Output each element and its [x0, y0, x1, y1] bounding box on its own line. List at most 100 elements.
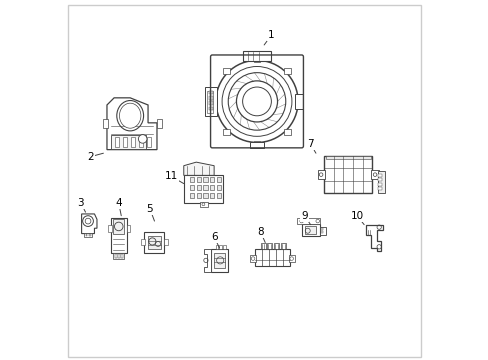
Text: 5: 5 [146, 203, 154, 221]
Bar [196, 193, 201, 198]
Bar [113, 252, 124, 258]
Bar [139, 137, 143, 147]
Bar [260, 243, 265, 249]
Bar [274, 243, 279, 249]
Bar [88, 234, 90, 237]
Bar [210, 249, 228, 272]
Polygon shape [183, 162, 214, 175]
Text: 9: 9 [301, 211, 310, 225]
Bar [126, 225, 130, 232]
Bar [141, 239, 145, 246]
Bar [148, 236, 161, 249]
Bar [223, 68, 229, 74]
Bar [110, 135, 146, 149]
Polygon shape [81, 214, 97, 234]
Bar [115, 137, 119, 147]
Bar [217, 193, 221, 198]
Bar [320, 231, 322, 233]
Bar [164, 239, 168, 246]
Bar [288, 255, 294, 262]
Bar [144, 232, 164, 253]
Bar [294, 94, 303, 109]
Bar [189, 185, 194, 190]
Bar [131, 137, 135, 147]
Bar [189, 193, 194, 198]
Text: 11: 11 [164, 171, 183, 184]
Bar [217, 177, 221, 182]
Bar [216, 246, 218, 249]
Bar [209, 96, 213, 100]
Bar [210, 177, 214, 182]
Bar [301, 224, 319, 236]
Bar [249, 142, 264, 148]
Bar [157, 119, 162, 128]
Bar [146, 137, 151, 147]
Text: 3: 3 [78, 198, 85, 212]
Bar [217, 185, 221, 190]
Text: 8: 8 [257, 227, 264, 243]
Bar [304, 226, 316, 234]
Text: 1: 1 [264, 30, 274, 45]
Bar [296, 218, 320, 224]
Bar [200, 202, 207, 207]
Bar [284, 129, 290, 135]
Bar [196, 177, 201, 182]
Bar [206, 91, 213, 113]
Polygon shape [107, 98, 157, 150]
Text: 6: 6 [210, 232, 219, 248]
Bar [203, 177, 207, 182]
Bar [325, 156, 370, 159]
Circle shape [138, 135, 147, 143]
Bar [113, 219, 124, 234]
Bar [378, 187, 381, 190]
Bar [115, 253, 117, 258]
Bar [196, 185, 201, 190]
Circle shape [216, 60, 298, 143]
Bar [253, 141, 260, 148]
Bar [319, 227, 325, 235]
Bar [203, 185, 207, 190]
Bar [210, 193, 214, 198]
Bar [205, 87, 216, 116]
Bar [203, 193, 207, 198]
Circle shape [236, 81, 277, 122]
Bar [378, 174, 381, 177]
Bar [281, 243, 285, 249]
Bar [85, 234, 87, 237]
Bar [255, 249, 289, 266]
Bar [317, 170, 324, 179]
Bar [210, 98, 217, 105]
Bar [123, 137, 127, 147]
Bar [108, 225, 111, 232]
Bar [378, 183, 381, 185]
Ellipse shape [119, 103, 141, 128]
Text: 2: 2 [87, 152, 103, 162]
Bar [324, 156, 371, 193]
Bar [210, 185, 214, 190]
Ellipse shape [117, 100, 143, 131]
Bar [243, 51, 270, 62]
Bar [111, 217, 126, 253]
Bar [377, 171, 384, 193]
Bar [223, 129, 229, 135]
Bar [103, 119, 108, 128]
Bar [214, 253, 224, 268]
Bar [183, 175, 223, 203]
Bar [189, 177, 194, 182]
Text: 10: 10 [350, 211, 364, 225]
Bar [219, 246, 222, 249]
Bar [267, 243, 272, 249]
Bar [209, 91, 213, 94]
Bar [284, 68, 290, 74]
Bar [223, 246, 225, 249]
Polygon shape [204, 249, 210, 272]
Bar [371, 170, 378, 179]
Bar [296, 98, 303, 105]
Bar [253, 55, 260, 62]
Bar [378, 179, 381, 181]
Bar [250, 255, 255, 262]
Bar [320, 228, 322, 230]
Bar [118, 253, 120, 258]
Bar [84, 233, 91, 237]
Bar [209, 107, 213, 111]
